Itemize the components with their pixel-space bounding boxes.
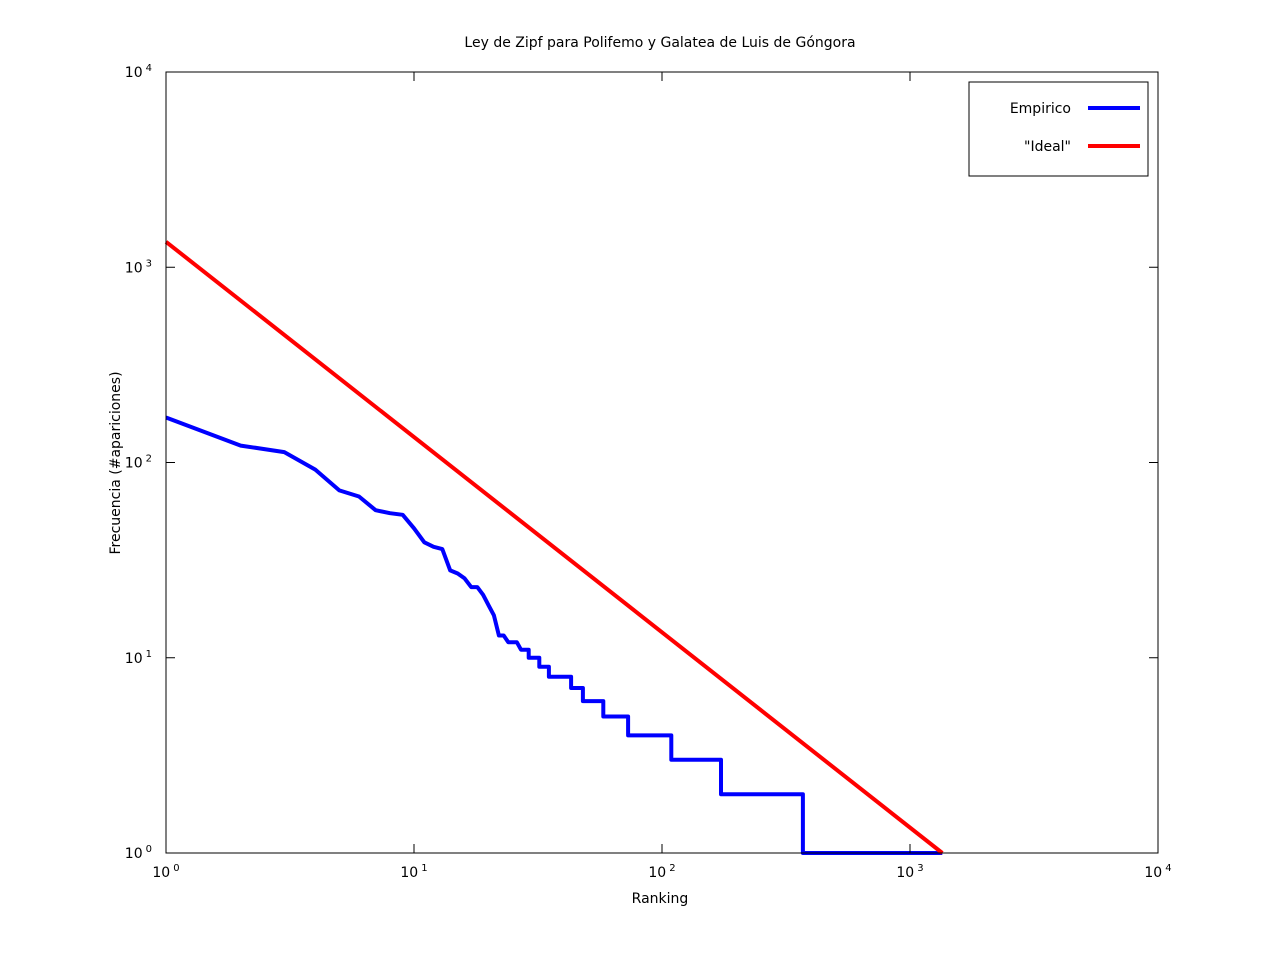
axis-ticks — [165, 71, 1159, 854]
y-axis-label: Frecuencia (#apariciones) — [108, 371, 124, 554]
x-tick-label-4: 10 4 — [1144, 863, 1171, 881]
chart-title: Ley de Zipf para Polifemo y Galatea de L… — [464, 35, 855, 51]
legend-box — [968, 81, 1149, 177]
x-tick-label-1: 10 1 — [400, 863, 427, 881]
x-tick-label-0: 10 0 — [152, 863, 179, 881]
x-axis-label: Ranking — [632, 891, 689, 907]
plot-series — [164, 240, 944, 855]
x-tick-label-3: 10 3 — [896, 863, 923, 881]
y-tick-label-0: 10 0 — [125, 844, 152, 862]
series-line-0 — [165, 415, 943, 855]
series-line-1 — [164, 240, 944, 855]
legend-label-empirico: Empirico — [1010, 101, 1071, 117]
y-tick-label-1: 10 1 — [125, 649, 152, 667]
x-tick-labels: 10 0 10 1 10 2 10 3 10 4 — [152, 863, 1171, 881]
y-tick-label-4: 10 4 — [125, 63, 152, 81]
y-tick-label-2: 10 2 — [125, 454, 152, 472]
legend-label-ideal: "Ideal" — [1024, 139, 1071, 155]
x-tick-label-2: 10 2 — [648, 863, 675, 881]
legend: Empirico "Ideal" — [968, 81, 1149, 177]
y-tick-label-3: 10 3 — [125, 258, 152, 276]
